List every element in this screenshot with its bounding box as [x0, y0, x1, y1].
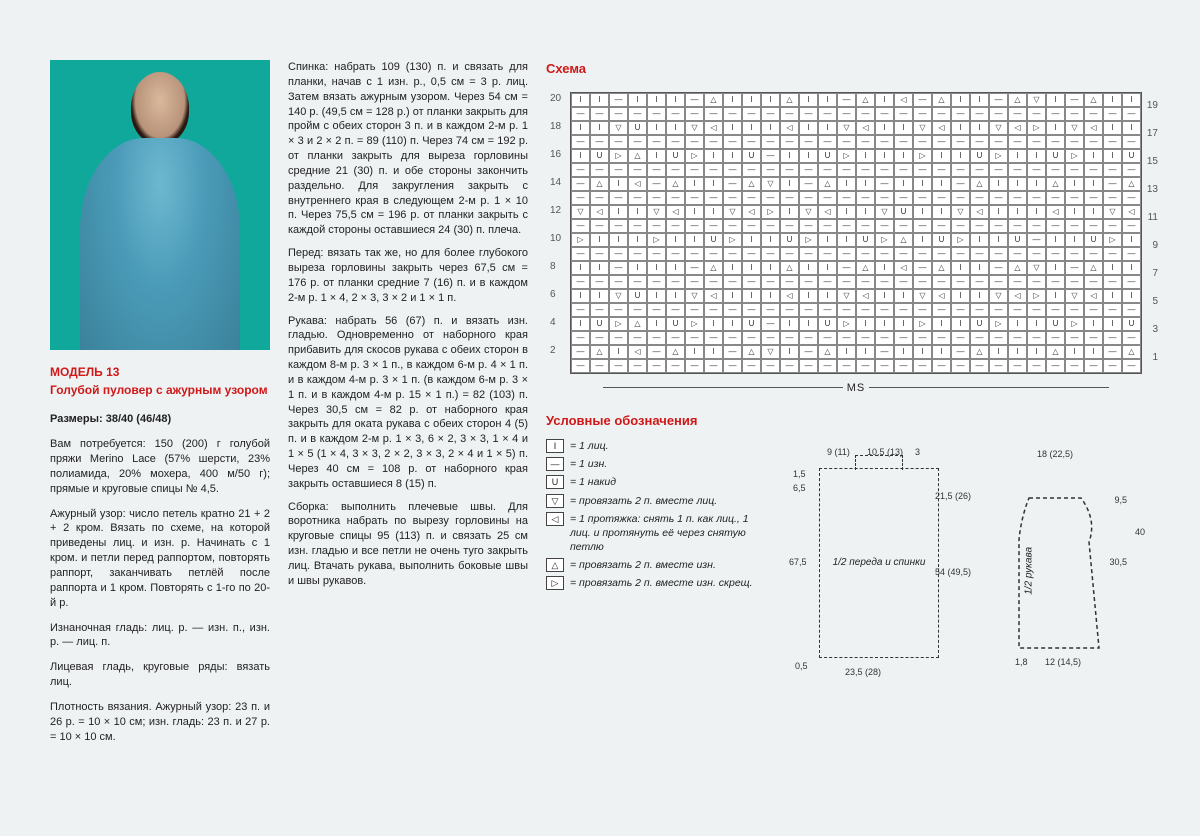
back-instructions: Спинка: набрать 109 (130) п. и связать д…	[288, 60, 528, 238]
purl-stitch: Изнаночная гладь: лиц. р. — изн. п., изн…	[50, 621, 270, 651]
assembly-instructions: Сборка: выполнить плечевые швы. Для воро…	[288, 500, 528, 589]
legend: I= 1 лиц. —= 1 изн. U= 1 накид ▽= провязать…	[546, 439, 766, 665]
legend-item: ▷= провязать 2 п. вместе изн. скрещ.	[546, 576, 766, 590]
legend-item: —= 1 изн.	[546, 457, 766, 471]
sleeve-instructions: Рукава: набрать 56 (67) п. и вязать изн.…	[288, 314, 528, 492]
front-instructions: Перед: вязать так же, но для более глубо…	[288, 246, 528, 305]
chart-heading: Схема	[546, 60, 1160, 78]
schematic-sleeve-label: 1/2 рукава	[1022, 547, 1036, 595]
materials: Вам потребуется: 150 (200) г голубой пря…	[50, 437, 270, 496]
model-name: Голубой пуловер с ажурным узором	[50, 382, 270, 398]
legend-item: ◁= 1 протяжка: снять 1 п. как лиц., 1 ли…	[546, 512, 766, 555]
schematics: 1/2 переда и спинки 9 (11) 10,5 (13) 3 1…	[788, 445, 1126, 679]
sizes: Размеры: 38/40 (46/48)	[50, 412, 270, 427]
chart-repeat-label: MS	[570, 381, 1142, 396]
column-right: Схема II—III—△III△II—△I◁—△II—△▽I—△II————…	[546, 60, 1160, 754]
stockinette: Лицевая гладь, круговые ряды: вязать лиц…	[50, 660, 270, 690]
legend-item: I= 1 лиц.	[546, 439, 766, 453]
gauge: Плотность вязания. Ажурный узор: 23 п. и…	[50, 700, 270, 745]
legend-item: ▽= провязать 2 п. вместе лиц.	[546, 494, 766, 508]
lace-pattern: Ажурный узор: число петель кратно 21 + 2…	[50, 507, 270, 611]
schematic-body: 1/2 переда и спинки 9 (11) 10,5 (13) 3 1…	[788, 445, 970, 679]
legend-heading: Условные обозначения	[546, 412, 1160, 430]
schematic-body-label: 1/2 переда и спинки	[820, 556, 938, 570]
stitch-chart: II—III—△III△II—△I◁—△II—△▽I—△II——————————…	[546, 88, 1160, 398]
legend-item: △= провязать 2 п. вместе изн.	[546, 558, 766, 572]
column-left: МОДЕЛЬ 13 Голубой пуловер с ажурным узор…	[50, 60, 270, 754]
legend-item: U= 1 накид	[546, 475, 766, 489]
model-photo	[50, 60, 270, 350]
schematic-sleeve: 1/2 рукава 18 (22,5) 9,5 30,5 40 1,8 12 …	[1000, 445, 1126, 669]
model-number: МОДЕЛЬ 13	[50, 364, 270, 380]
column-middle: Спинка: набрать 109 (130) п. и связать д…	[288, 60, 528, 754]
